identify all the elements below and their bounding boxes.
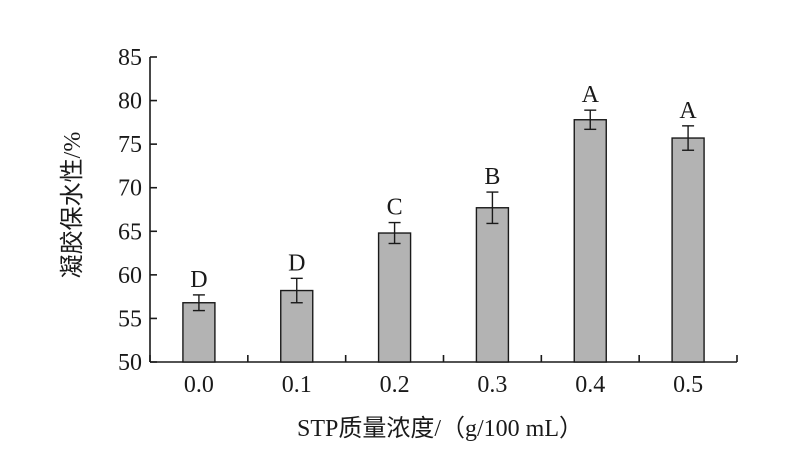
bar <box>377 232 412 363</box>
x-tick-label: 0.2 <box>380 372 410 398</box>
x-tick-label: 0.5 <box>673 372 703 398</box>
x-tick-label: 0.4 <box>575 372 605 398</box>
significance-label: A <box>679 98 697 124</box>
significance-labels: D D C B A A <box>190 82 697 293</box>
y-tick-label: 55 <box>118 306 142 332</box>
bar <box>671 137 705 363</box>
significance-label: D <box>190 267 207 293</box>
x-tick-label: 0.1 <box>282 372 312 398</box>
bars <box>182 119 705 363</box>
y-tick-label: 60 <box>118 263 142 289</box>
error-bars <box>192 109 695 312</box>
x-axis: 0.0 0.1 0.2 0.3 0.4 0.5 <box>149 355 738 398</box>
x-axis-title: STP质量浓度/（g/100 mL） <box>297 415 583 442</box>
significance-label: B <box>484 164 500 190</box>
y-tick-label: 65 <box>118 219 142 245</box>
y-axis-title: 凝胶保水性/% <box>59 132 86 279</box>
y-tick-label: 70 <box>118 176 142 202</box>
y-tick-label: 75 <box>118 132 142 158</box>
bar <box>573 119 607 363</box>
y-tick-label: 80 <box>118 89 142 115</box>
bar <box>182 302 216 363</box>
significance-label: C <box>387 195 403 221</box>
significance-label: A <box>582 82 600 108</box>
x-tick-label: 0.3 <box>477 372 507 398</box>
bar <box>475 207 510 363</box>
y-axis: 50 55 60 65 70 75 80 85 <box>118 45 157 376</box>
x-tick-label: 0.0 <box>184 372 214 398</box>
y-tick-label: 50 <box>118 350 142 376</box>
y-tick-label: 85 <box>118 45 142 71</box>
significance-label: D <box>288 250 305 276</box>
